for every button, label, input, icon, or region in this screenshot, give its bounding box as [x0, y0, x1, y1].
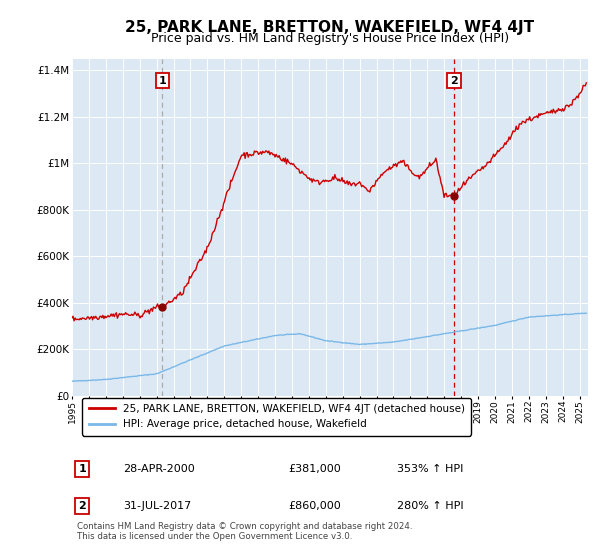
Text: 280% ↑ HPI: 280% ↑ HPI: [397, 501, 464, 511]
Text: £381,000: £381,000: [289, 464, 341, 474]
Text: 353% ↑ HPI: 353% ↑ HPI: [397, 464, 463, 474]
Text: 2: 2: [450, 76, 458, 86]
Text: 1: 1: [79, 464, 86, 474]
Text: 25, PARK LANE, BRETTON, WAKEFIELD, WF4 4JT: 25, PARK LANE, BRETTON, WAKEFIELD, WF4 4…: [125, 20, 535, 35]
Text: £860,000: £860,000: [289, 501, 341, 511]
Legend: 25, PARK LANE, BRETTON, WAKEFIELD, WF4 4JT (detached house), HPI: Average price,: 25, PARK LANE, BRETTON, WAKEFIELD, WF4 4…: [82, 398, 471, 436]
Text: 1: 1: [158, 76, 166, 86]
Text: Price paid vs. HM Land Registry's House Price Index (HPI): Price paid vs. HM Land Registry's House …: [151, 32, 509, 45]
Text: Contains HM Land Registry data © Crown copyright and database right 2024.
This d: Contains HM Land Registry data © Crown c…: [77, 522, 413, 541]
Text: 2: 2: [79, 501, 86, 511]
Text: 31-JUL-2017: 31-JUL-2017: [124, 501, 192, 511]
Text: 28-APR-2000: 28-APR-2000: [124, 464, 196, 474]
